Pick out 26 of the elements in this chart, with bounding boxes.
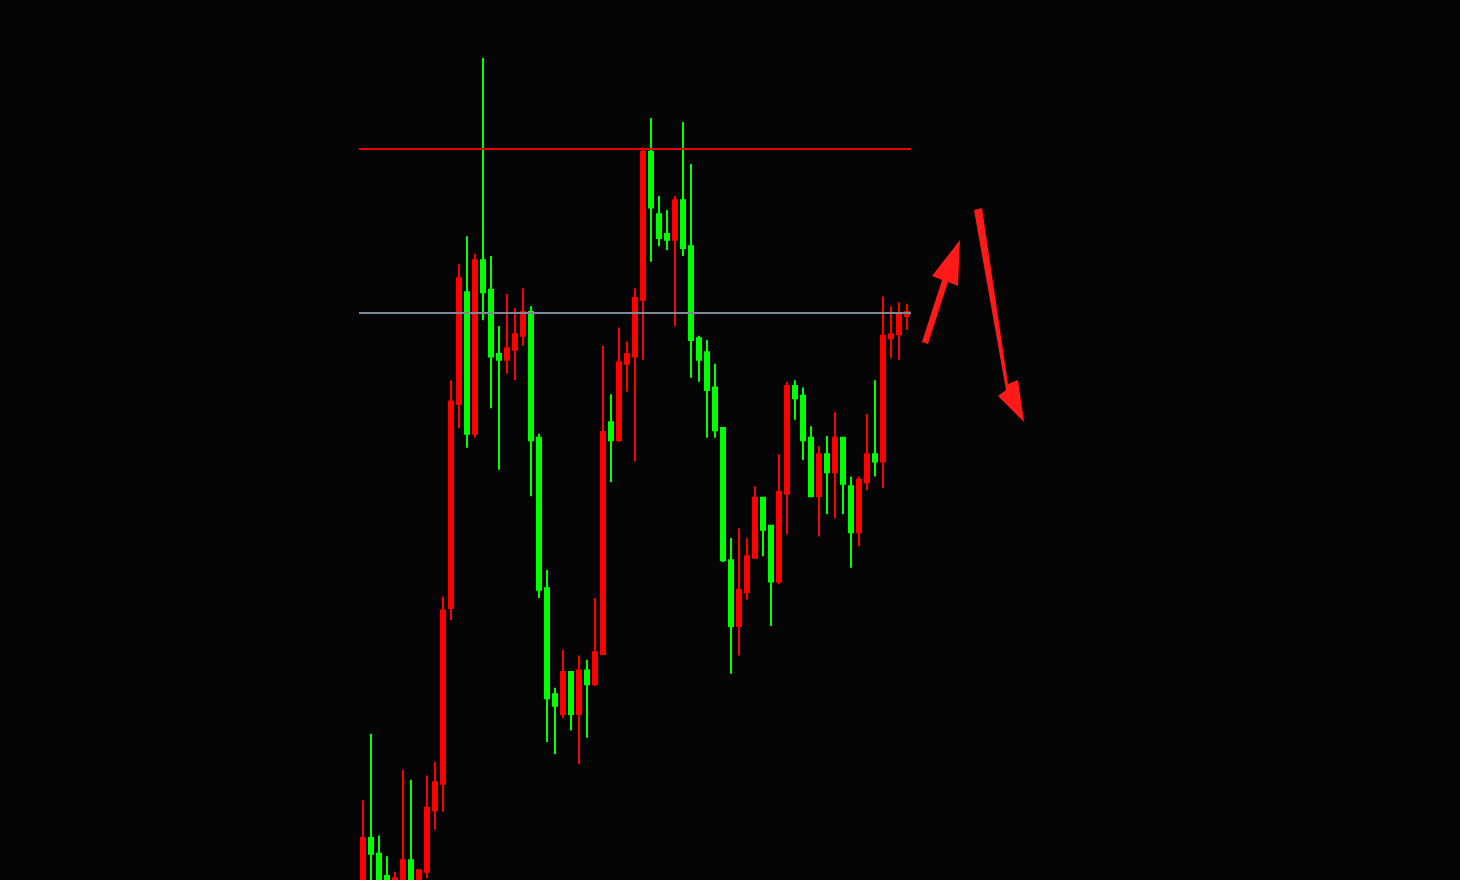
candlestick bbox=[608, 393, 614, 484]
candlestick bbox=[408, 778, 414, 880]
candlestick bbox=[896, 301, 902, 361]
candlestick bbox=[504, 292, 510, 375]
candlestick bbox=[736, 527, 742, 657]
candlestick bbox=[880, 295, 886, 489]
candlestick bbox=[848, 475, 854, 569]
candlestick bbox=[824, 435, 830, 516]
candlestick bbox=[840, 436, 846, 516]
candlestick bbox=[464, 235, 470, 449]
candlestick bbox=[648, 117, 654, 263]
candlestick bbox=[400, 768, 406, 880]
candlestick bbox=[568, 671, 574, 732]
candlestick bbox=[576, 654, 582, 766]
candlestick bbox=[368, 732, 374, 880]
candlestick bbox=[816, 444, 822, 538]
candlestick bbox=[560, 648, 566, 720]
candlestick bbox=[672, 195, 678, 327]
candlestick bbox=[360, 799, 366, 880]
candlestick bbox=[832, 411, 838, 520]
candlestick bbox=[584, 658, 590, 739]
candlestick bbox=[704, 338, 710, 439]
candlestick bbox=[872, 379, 878, 478]
candlestick bbox=[616, 326, 622, 443]
candlestick bbox=[472, 252, 478, 439]
candlestick bbox=[656, 195, 662, 248]
